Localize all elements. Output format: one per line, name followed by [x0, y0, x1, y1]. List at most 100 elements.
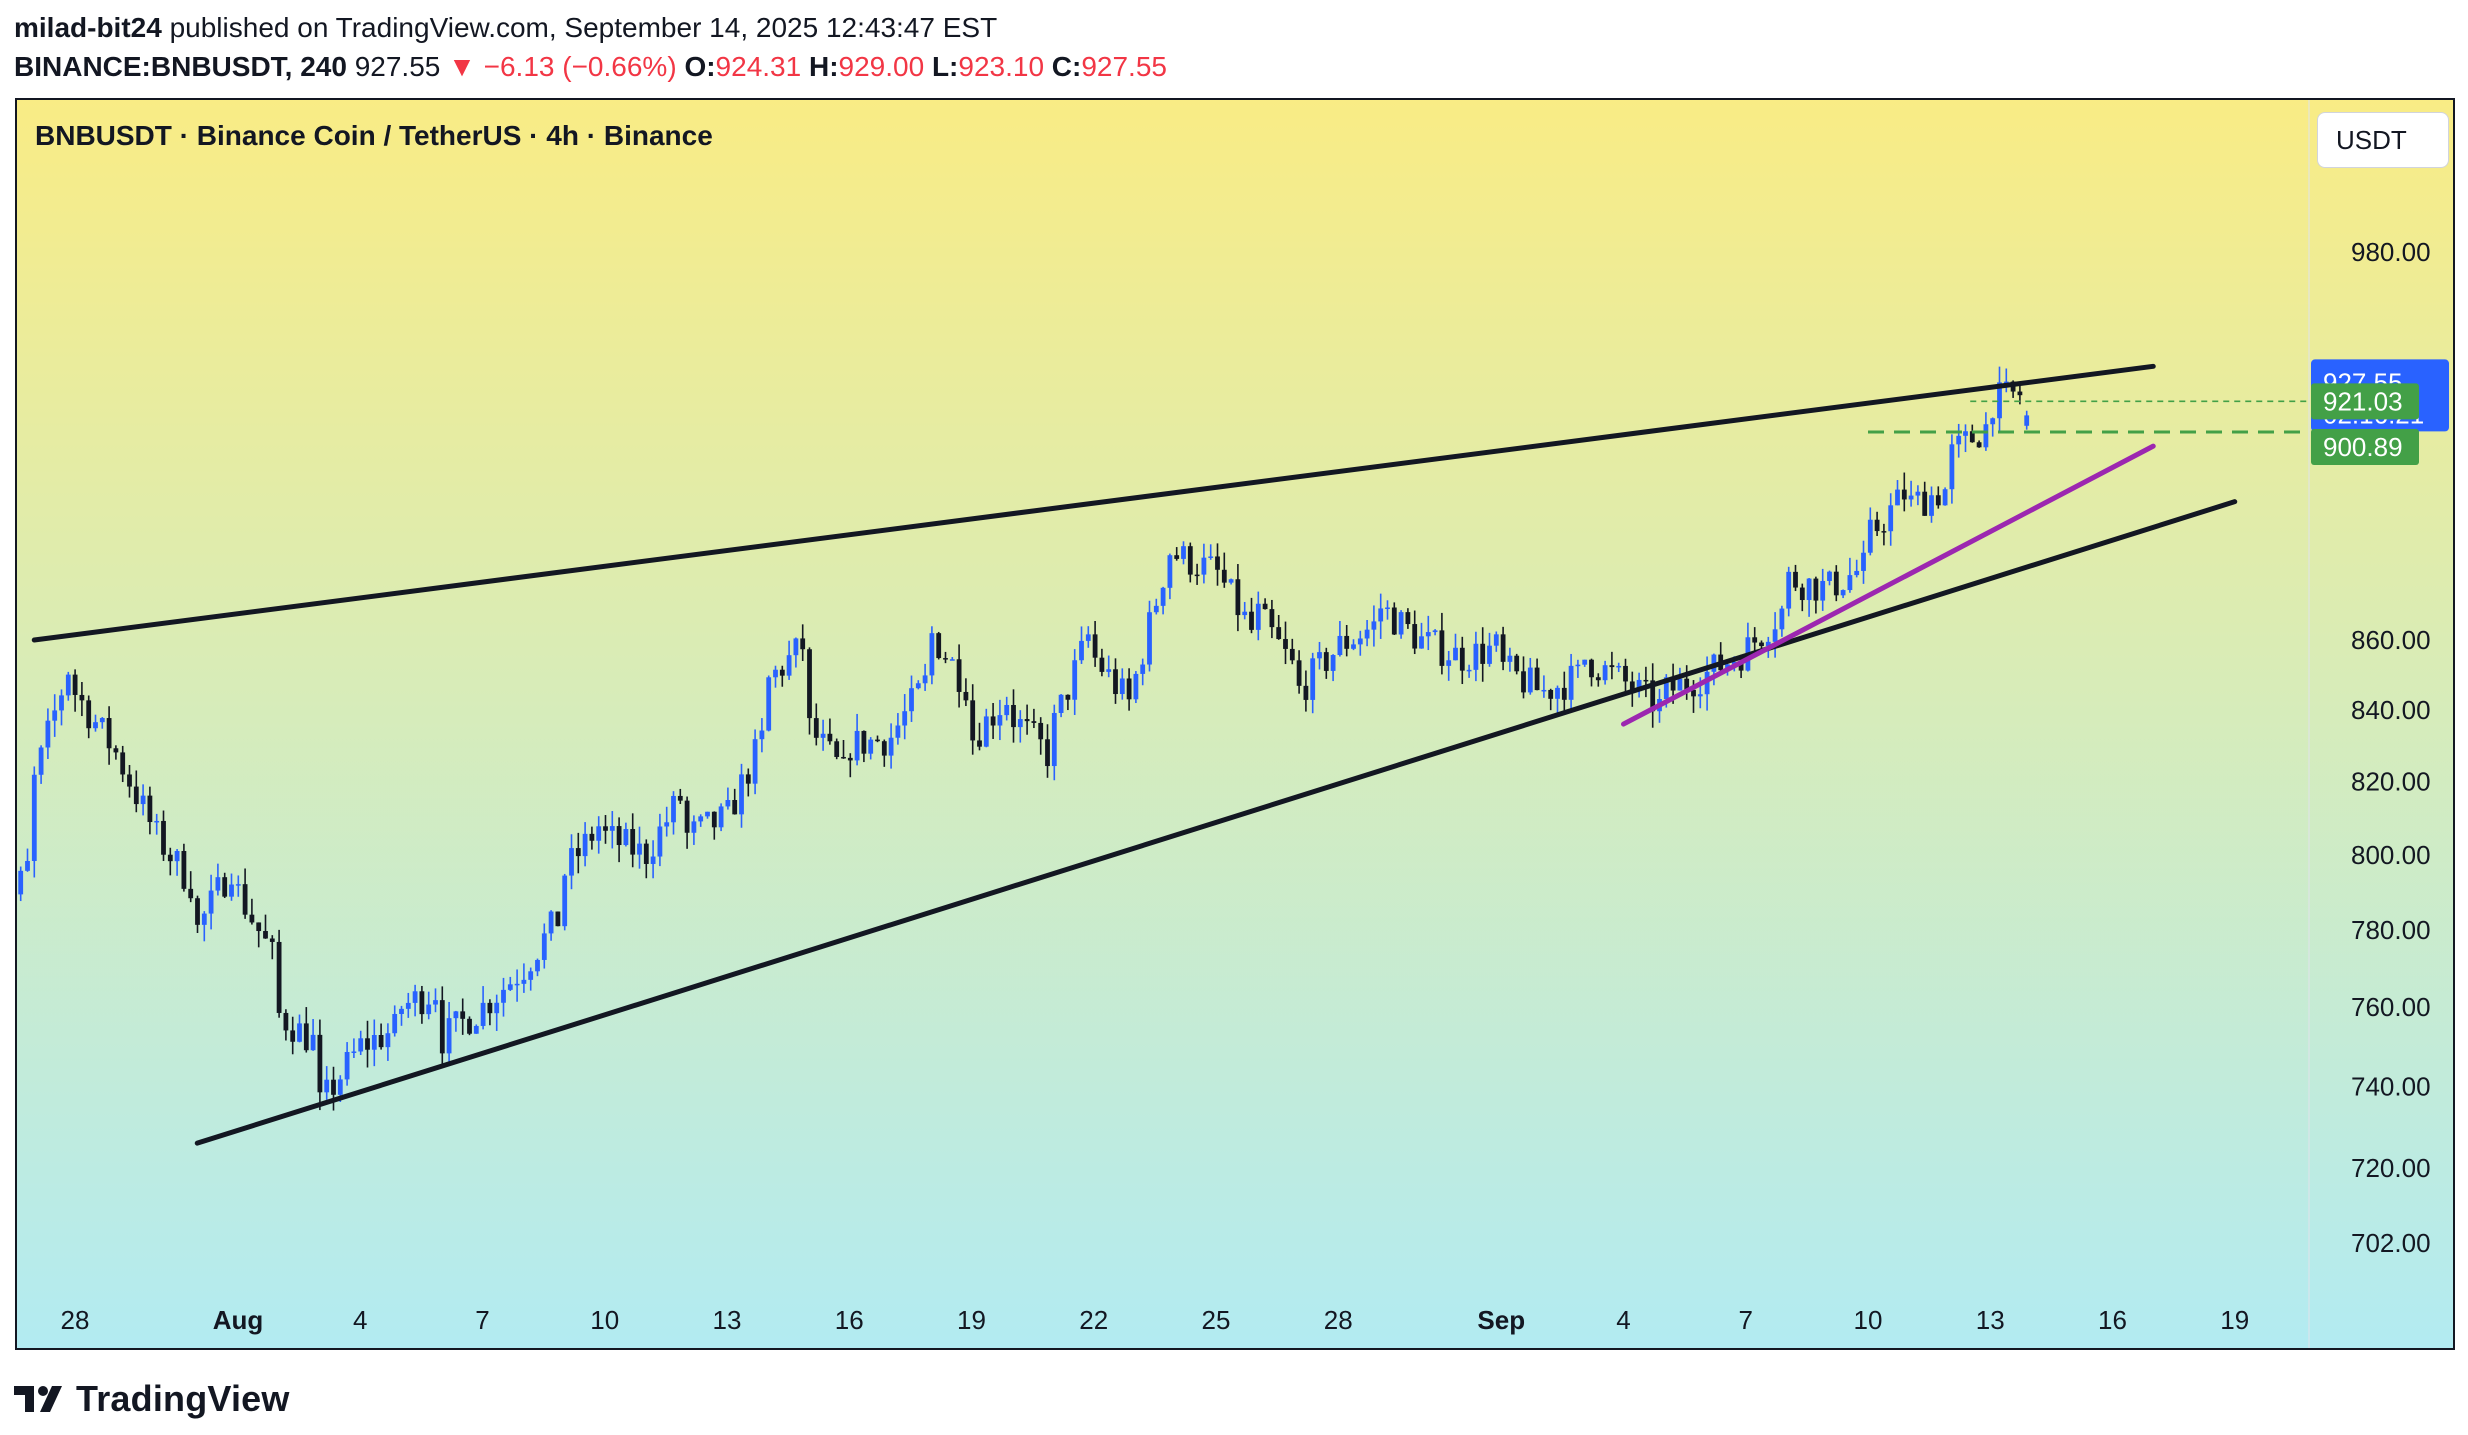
- candle-body: [2024, 415, 2030, 426]
- candle-body: [1187, 546, 1193, 575]
- candle-body: [1487, 645, 1492, 664]
- candle-body: [643, 843, 649, 864]
- candle-body: [1378, 608, 1384, 622]
- candle-body: [351, 1051, 357, 1053]
- candle-body: [113, 748, 119, 753]
- candle-body: [439, 1000, 445, 1054]
- candle-body: [195, 898, 200, 925]
- candle-body: [895, 725, 901, 738]
- candle-body: [86, 700, 92, 729]
- candle-body: [1065, 694, 1071, 700]
- candle-body: [419, 991, 425, 1015]
- price-tick-label: 980.00: [2351, 237, 2431, 267]
- time-axis: 28 Aug 4 7 10 13 16 19 22 25 28 Sep 4 7 10 13 16 19: [61, 1305, 2250, 1335]
- candle-body: [603, 826, 608, 831]
- candle-body: [1759, 642, 1764, 647]
- candle-body: [902, 711, 908, 726]
- candle-body: [283, 1012, 289, 1031]
- time-tick-label: Sep: [1477, 1305, 1525, 1335]
- price-tick-label: 720.00: [2351, 1153, 2431, 1183]
- candle-body: [1752, 637, 1758, 643]
- price-tick-label: 840.00: [2351, 695, 2431, 725]
- publish-text: published on TradingView.com, September …: [161, 12, 998, 43]
- candle-body: [249, 914, 255, 923]
- lower-wedge-line: [194, 499, 2238, 1146]
- candle-body: [1854, 570, 1860, 576]
- candle-body: [718, 806, 724, 828]
- author-name[interactable]: milad-bit24: [14, 12, 162, 43]
- close-value: 927.55: [1081, 51, 1167, 82]
- candle-body: [1997, 382, 2002, 419]
- time-tick-label: 10: [1854, 1305, 1883, 1335]
- candle-body: [745, 774, 751, 784]
- candle-body: [1527, 667, 1533, 693]
- candle-body: [25, 860, 30, 871]
- open-label: O:: [684, 51, 716, 82]
- candle-body: [684, 800, 690, 833]
- candle-body: [344, 1052, 350, 1080]
- candle-body: [1602, 665, 1608, 681]
- candle-body: [290, 1030, 296, 1042]
- candle-body: [317, 1034, 323, 1093]
- candle-body: [1643, 679, 1649, 682]
- candle-body: [1242, 611, 1248, 616]
- candle-body: [1133, 673, 1139, 700]
- candle-body: [1228, 579, 1234, 583]
- candle-body: [766, 677, 772, 731]
- candle-body: [1935, 495, 1941, 506]
- chart-container[interactable]: 980.00940.00860.00840.00820.00800.00780.…: [15, 98, 2455, 1350]
- candle-body: [623, 829, 629, 846]
- candle-body: [1371, 621, 1377, 630]
- candle-body: [1235, 579, 1241, 616]
- time-tick-label: 4: [1616, 1305, 1630, 1335]
- candle-body: [1561, 687, 1567, 700]
- time-tick-label: Aug: [213, 1305, 264, 1335]
- time-tick-label: 4: [353, 1305, 367, 1335]
- candle-body: [1589, 659, 1594, 678]
- currency-button[interactable]: USDT: [2317, 112, 2449, 168]
- publish-info: milad-bit24 published on TradingView.com…: [14, 12, 997, 44]
- footer: TradingView: [14, 1378, 290, 1420]
- candle-body: [1670, 677, 1676, 691]
- candle-body: [793, 638, 799, 656]
- candle-body: [1799, 587, 1805, 601]
- candle-body: [52, 710, 58, 721]
- candle-body: [1330, 655, 1336, 671]
- price-tick-label: 860.00: [2351, 625, 2431, 655]
- candle-body: [1085, 634, 1091, 641]
- candle-body: [1024, 719, 1030, 722]
- candle-body: [841, 756, 846, 759]
- price-tick-label: 760.00: [2351, 992, 2431, 1022]
- candle-body: [1473, 643, 1479, 670]
- candle-body: [1840, 590, 1846, 596]
- candle-body: [1629, 681, 1635, 692]
- candle-body: [943, 658, 948, 660]
- candle-body: [263, 931, 268, 939]
- candle-body: [1289, 648, 1295, 661]
- candle-body: [1697, 694, 1703, 697]
- candle-body: [1249, 611, 1254, 630]
- candle-body: [453, 1011, 459, 1019]
- open-value: 924.31: [715, 51, 802, 82]
- price-tick-label: 780.00: [2351, 915, 2431, 945]
- candle-body: [99, 718, 105, 723]
- price-change: ▼ −6.13 (−0.66%): [448, 51, 677, 82]
- time-tick-label: 16: [2098, 1305, 2127, 1335]
- price-chart[interactable]: 980.00940.00860.00840.00820.00800.00780.…: [17, 100, 2455, 1350]
- candle-body: [1051, 712, 1057, 767]
- candle-body: [1323, 652, 1329, 671]
- candle-body: [1793, 571, 1798, 588]
- candle-body: [1283, 639, 1288, 649]
- candle-body: [1113, 669, 1118, 695]
- candle-body: [127, 774, 132, 787]
- candle-body: [596, 826, 602, 841]
- candle-body: [929, 633, 935, 676]
- candle-body: [637, 843, 642, 855]
- level-tag: [2311, 429, 2419, 466]
- candle-body: [276, 941, 282, 1013]
- candle-body: [1969, 431, 1975, 443]
- candle-body: [732, 799, 738, 815]
- candle-body: [1432, 630, 1438, 633]
- candle-body: [1099, 657, 1105, 672]
- candle-body: [997, 715, 1003, 726]
